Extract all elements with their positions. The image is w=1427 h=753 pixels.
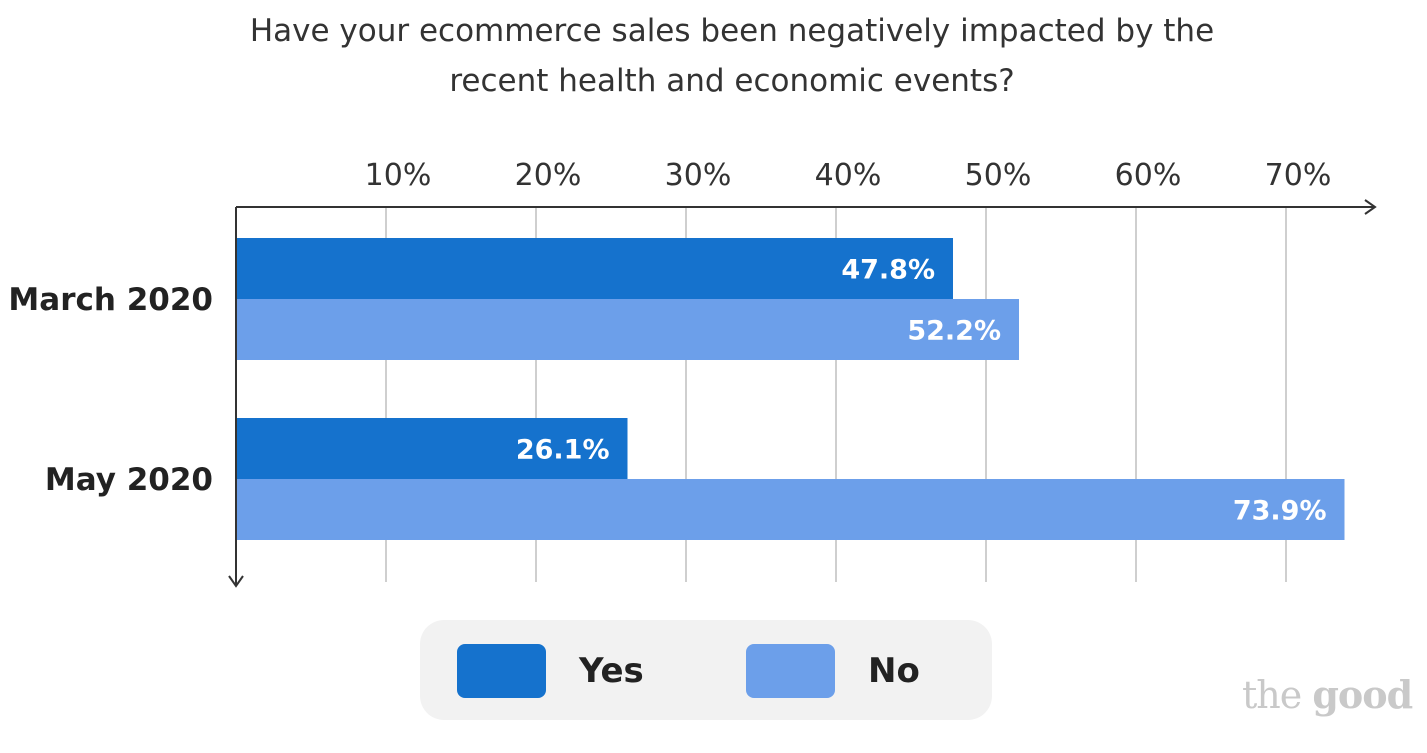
bar-value-label: 26.1% [516, 435, 610, 466]
x-tick-label: 10% [365, 158, 432, 193]
axes [228, 199, 1377, 588]
x-tick-label: 50% [965, 158, 1032, 193]
legend-item-yes: Yes [457, 644, 644, 698]
x-tick-label: 70% [1265, 158, 1332, 193]
bar-value-label: 73.9% [1233, 496, 1327, 527]
bar [236, 299, 1019, 360]
category-labels: March 2020 May 2020 [8, 282, 213, 498]
bars [236, 238, 1345, 540]
legend: Yes No [420, 620, 992, 720]
bar-chart: 10% 20% 30% 40% 50% 60% 70% 47.8% 52.2% 26.1% 73.… [8, 158, 1377, 588]
chart-title: Have your ecommerce sales been negativel… [182, 6, 1282, 106]
x-tick-label: 60% [1115, 158, 1182, 193]
x-tick-label: 30% [665, 158, 732, 193]
x-tick-label: 40% [815, 158, 882, 193]
x-tick-label: 20% [515, 158, 582, 193]
legend-item-no: No [746, 644, 920, 698]
legend-swatch-no [746, 644, 835, 698]
x-axis-arrow [1364, 199, 1377, 215]
y-axis-arrow [228, 575, 244, 588]
x-tick-labels: 10% 20% 30% 40% 50% 60% 70% [365, 158, 1332, 193]
legend-label-yes: Yes [579, 651, 644, 691]
bar [236, 479, 1345, 540]
chart-title-line-1: Have your ecommerce sales been negativel… [249, 13, 1215, 49]
bar-value-label: 52.2% [907, 316, 1001, 347]
chart-title-line-2: recent health and economic events? [449, 63, 1015, 99]
bar [236, 238, 953, 299]
legend-swatch-yes [457, 644, 546, 698]
category-label: May 2020 [45, 462, 213, 498]
brand-logo: the good [1242, 672, 1413, 717]
bar-value-labels: 47.8% 52.2% 26.1% 73.9% [516, 255, 1327, 527]
legend-label-no: No [868, 651, 920, 691]
bar-value-label: 47.8% [841, 255, 935, 286]
category-label: March 2020 [8, 282, 213, 318]
bar [236, 418, 628, 479]
